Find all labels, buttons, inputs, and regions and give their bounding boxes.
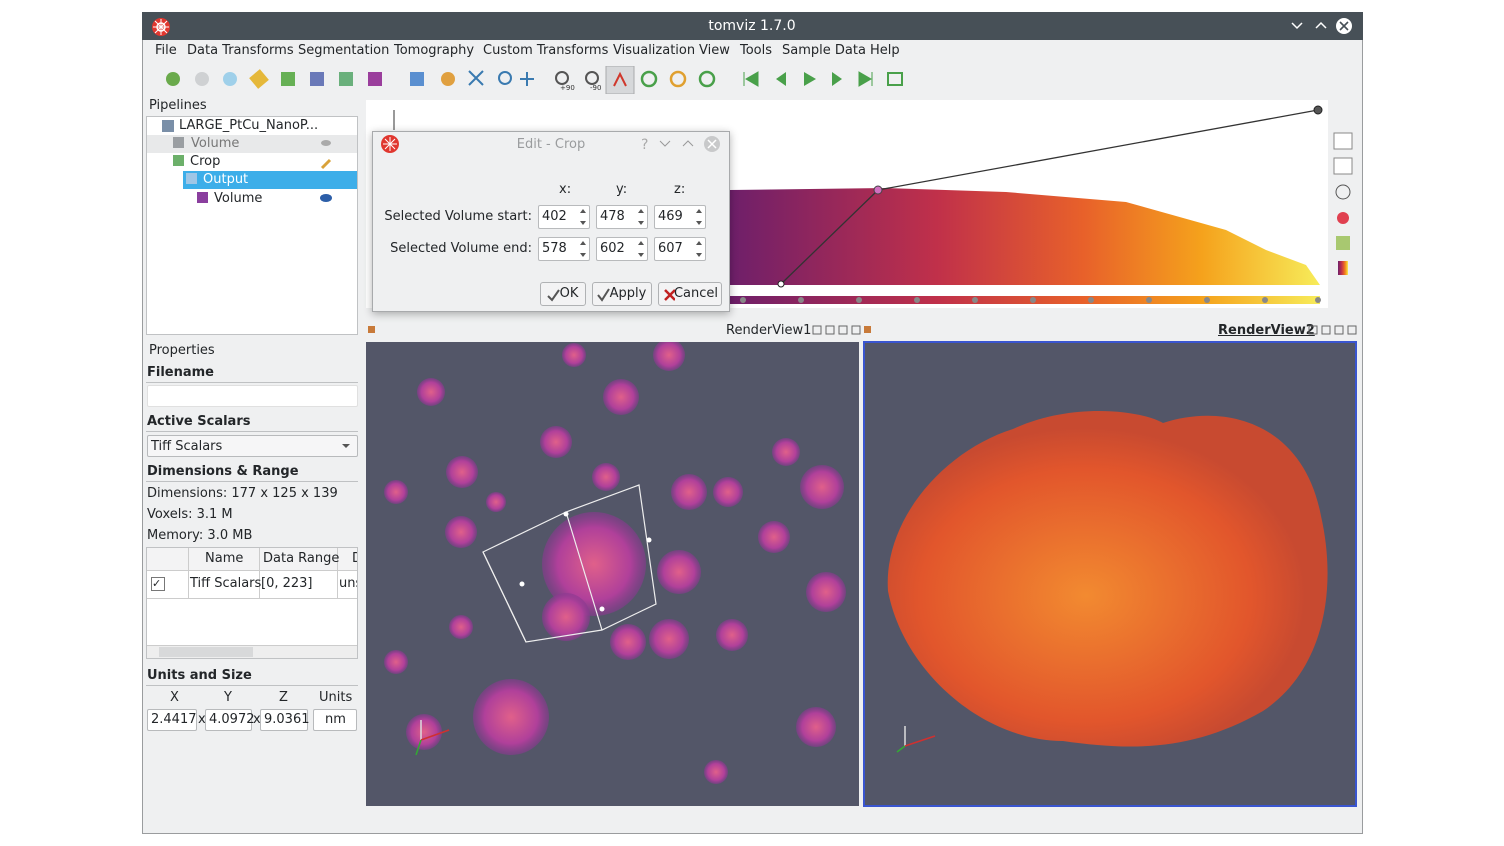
section-heading: Active Scalars (147, 414, 250, 429)
axis-label: y: (616, 182, 627, 197)
menu-item[interactable]: Help (870, 43, 900, 58)
menu-item[interactable]: Tools (740, 43, 772, 58)
menu-item[interactable]: View (699, 43, 730, 58)
menu-item[interactable]: Tomography (394, 43, 474, 58)
info-text: Voxels: 3.1 M (147, 507, 233, 522)
row-label: Selected Volume start: (372, 209, 532, 224)
section-heading: Dimensions & Range (147, 464, 299, 479)
col-line (188, 548, 189, 598)
info-text: Dimensions: 177 x 125 x 139 (147, 486, 338, 501)
window-controls[interactable] (1288, 16, 1356, 36)
units-header: Y (224, 690, 232, 705)
app-icon (150, 16, 172, 38)
combo-arrow (341, 442, 351, 450)
tree-item[interactable]: Crop (190, 154, 220, 169)
dialog-title: Edit - Crop (501, 137, 601, 152)
menu-item[interactable]: Visualization (613, 43, 695, 58)
units-field[interactable]: 2.4417 (147, 709, 197, 731)
divider (146, 685, 358, 686)
menu-item[interactable]: Data Transforms (187, 43, 294, 58)
render-view-2[interactable] (863, 341, 1357, 807)
table-cell: uns (339, 576, 358, 591)
divider (146, 481, 358, 482)
menu-item[interactable]: File (155, 43, 177, 58)
row-label: Selected Volume end: (372, 241, 532, 256)
axis-label: z: (674, 182, 685, 197)
tree-item[interactable]: LARGE_PtCu_NanoP... (179, 118, 318, 133)
render-view-1[interactable] (366, 342, 859, 806)
units-header: Z (279, 690, 288, 705)
table-header-cell: D (352, 551, 358, 566)
units-field[interactable]: nm (313, 709, 357, 731)
panel-title: Properties (149, 343, 215, 358)
tree-item[interactable]: Output (203, 172, 248, 187)
menu-item[interactable]: Custom Transforms (483, 43, 608, 58)
svg-text:?: ? (641, 137, 648, 153)
divider (146, 382, 358, 383)
info-text: Memory: 3.0 MB (147, 528, 252, 543)
table-header-cell: Data Range (263, 551, 339, 566)
view-toolbars[interactable] (366, 322, 1358, 338)
checkbox[interactable]: ✓ (151, 577, 165, 591)
section-heading: Filename (147, 365, 214, 380)
button-icons (545, 287, 675, 303)
rotate-label: -90 (590, 84, 601, 92)
units-header: Units (319, 690, 352, 705)
toolbar-icons[interactable] (166, 66, 902, 94)
menu-item[interactable]: Sample Data (782, 43, 866, 58)
filename-field[interactable] (147, 385, 358, 407)
window-title: tomviz 1.7.0 (652, 18, 852, 34)
axis-label: x: (559, 182, 571, 197)
scalars-combo[interactable]: Tiff Scalars (147, 435, 358, 457)
row-line (147, 598, 358, 599)
scalars-table: Name Data Range D ✓ Tiff Scalars [0, 223… (146, 547, 358, 659)
divider (146, 431, 358, 432)
table-cell: Tiff Scalars (190, 576, 261, 591)
units-header: X (170, 690, 179, 705)
panel-title: Pipelines (149, 98, 207, 113)
units-field[interactable]: 4.0972 (205, 709, 252, 731)
tree-item[interactable]: Volume (191, 136, 239, 151)
menu-item[interactable]: Segmentation (298, 43, 389, 58)
scroll-thumb[interactable] (159, 647, 253, 657)
spin-arrows (576, 205, 706, 261)
section-heading: Units and Size (147, 668, 252, 683)
rotate-label: +90 (560, 84, 575, 92)
table-header-cell: Name (205, 551, 243, 566)
table-cell: [0, 223] (261, 576, 313, 591)
units-field[interactable]: 9.0361 (260, 709, 308, 731)
toolbar: +90 -90 (160, 66, 920, 94)
histogram-tools[interactable] (1334, 133, 1352, 275)
tree-item[interactable]: Volume (214, 191, 262, 206)
